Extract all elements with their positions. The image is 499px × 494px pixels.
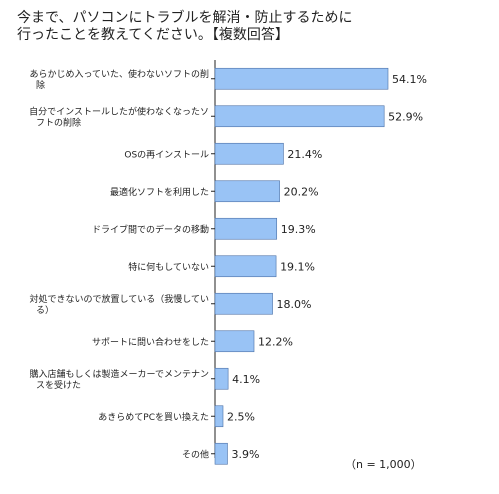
bar — [214, 105, 385, 128]
category-label: 最適化ソフトを利用した — [110, 186, 209, 198]
bar — [214, 255, 277, 278]
category-label: OSの再インストール — [124, 149, 209, 160]
category-label: あらかじめ入っていた、使わないソフトの削 — [29, 68, 209, 80]
category-label: スを受けた — [36, 379, 81, 391]
category-label: る） — [36, 305, 54, 316]
category-label: その他 — [182, 448, 209, 460]
sample-size-note: （n = 1,000） — [345, 458, 422, 471]
bar — [214, 180, 280, 203]
bar — [214, 405, 224, 428]
category-label: あきらめてPCを買い換えた — [98, 411, 209, 423]
category-label: ドライブ間でのデータの移動 — [92, 223, 209, 235]
value-label: 19.1% — [280, 260, 315, 273]
value-label: 52.9% — [388, 110, 423, 123]
category-label: 除 — [36, 79, 45, 91]
category-label: 自分でインストールしたが使わなくなったソ — [29, 105, 209, 117]
value-label: 4.1% — [232, 373, 260, 386]
value-label: 3.9% — [231, 448, 259, 461]
bar — [214, 442, 228, 465]
bar — [214, 142, 284, 165]
bar — [214, 67, 389, 90]
category-label: 購入店舗もしくは製造メーカーでメンテナン — [30, 368, 209, 380]
bar — [214, 292, 273, 315]
value-label: 2.5% — [227, 410, 255, 423]
bar — [214, 330, 255, 353]
value-label: 20.2% — [284, 185, 319, 198]
chart-title: 今まで、パソコンにトラブルを解消・防止するために 行ったことを教えてください。【… — [17, 10, 353, 43]
value-label: 18.0% — [277, 298, 312, 311]
bar — [214, 217, 278, 240]
category-label: フトの削除 — [36, 116, 81, 128]
category-label: 特に何もしていない — [128, 261, 209, 273]
value-label: 21.4% — [287, 148, 322, 161]
value-label: 12.2% — [258, 335, 293, 348]
value-label: 19.3% — [281, 223, 316, 236]
category-label: 対処できないので放置している（我慢してい — [30, 293, 209, 305]
category-label: サポートに問い合わせをした — [92, 336, 209, 348]
value-label: 54.1% — [392, 73, 427, 86]
bar — [214, 367, 229, 390]
